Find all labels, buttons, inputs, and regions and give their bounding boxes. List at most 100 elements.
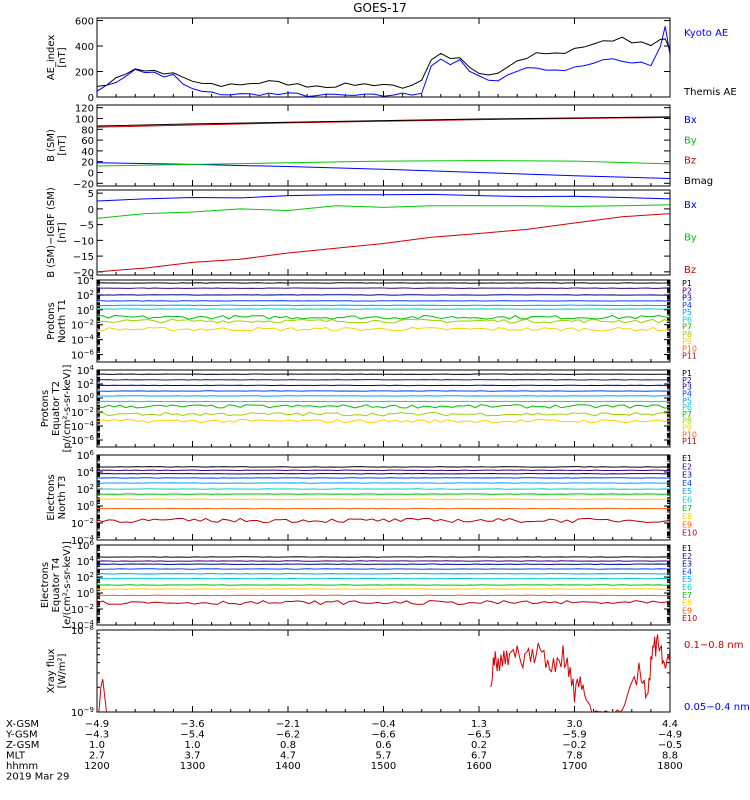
series-line-p8 [97,318,670,324]
footer-cell: 1600 [466,761,491,772]
legend-entry: P11 [682,352,697,361]
series-line-bx [97,193,670,202]
panel-ae: 0 200 400 600 AE_index[nT] Kyoto AE Themis AE [46,17,737,104]
legend-entry: P9 [682,337,692,346]
legend-entry: P11 [682,437,697,446]
legend-entry: Themis AE [683,87,737,98]
plot-area [97,116,670,179]
y-tick-label: 40 [81,147,94,158]
footer-cell: −5.9 [562,730,586,741]
y-tick-label: 0 [88,93,94,104]
y-axis-label: B (SM)[nT] [46,129,68,162]
footer-cell: 3.7 [185,751,201,762]
footer-cell: −4.9 [658,730,682,741]
y-tick-label: 0 [88,205,94,216]
footer-cell: 1.0 [185,740,201,751]
y-axis-label: ElectronsEquator T4[e/(cm²-s-sr-keV)] [40,541,73,629]
footer-cell: 1800 [657,761,682,772]
legend-entry: E7 [682,504,692,513]
footer-row-label: MLT [6,751,26,762]
footer-cell: 5.7 [376,751,392,762]
footer-cell: 1700 [562,761,587,772]
y-tick-label: 104 [77,364,95,377]
legend-entry: P6 [682,403,692,412]
series-line-e10 [97,517,670,524]
footer-cell: −4.9 [85,719,109,730]
footer-cell: 3.0 [567,719,583,730]
legend-entry: P4 [682,301,692,310]
footer-row-label: Y-GSM [5,730,38,741]
legend-entry: Bmag [684,176,713,187]
legend-entry: P10 [682,430,697,439]
series-line-bz [97,213,670,273]
footer-row-label: X-GSM [6,719,39,730]
legend-entry: E5 [682,575,692,584]
legend-entry: E8 [682,599,692,608]
legend-entry: E9 [682,606,692,615]
panel-bigrf: −20 −15 −10 −5 0 5 B (SM)−IGRF (SM)[nT] Bx By Bz [46,187,697,279]
y-axis-label: B (SM)−IGRF (SM)[nT] [46,187,68,278]
legend-entry: E1 [682,544,692,553]
legend-entry: 0.1−0.8 nm [684,640,743,651]
series-line-e10 [97,600,670,606]
footer-cell: −0.5 [658,740,682,751]
plot-title: GOES-17 [353,1,407,15]
y-tick-label: −20 [73,179,94,190]
footer-cell: 4.7 [280,751,296,762]
panel-frame [96,454,671,541]
legend-entry: E2 [682,552,692,561]
legend-entry: E5 [682,487,692,496]
series-line-e6 [97,488,670,490]
footer-cell: 1200 [84,761,109,772]
legend-entry: E10 [682,614,697,623]
legend-entry: P9 [682,424,692,433]
footer-cell: 1300 [180,761,205,772]
legend-entry: E4 [682,567,692,576]
y-tick-label: 10−6 [71,434,95,447]
footer-cell: 8.8 [662,751,678,762]
plot-area [97,466,670,524]
y-tick-label: 60 [81,136,94,147]
series-line-e4 [97,477,670,479]
legend-entry: P2 [682,376,692,385]
plot-area [97,373,670,424]
panel-frame [96,104,671,187]
y-tick-label: 10−6 [71,349,95,362]
y-axis-label: ProtonsNorth T1 [46,299,68,343]
footer-cell: −6.5 [467,730,491,741]
legend-entry: Bx [684,200,697,211]
y-tick-label: 104 [77,274,95,287]
y-tick-label: 80 [81,125,94,136]
series-line-p8 [97,411,670,417]
footer-cell: 2.7 [89,751,105,762]
legend-entry: E10 [682,529,697,538]
footer-cell: 1500 [371,761,396,772]
y-tick-label: 100 [77,304,94,317]
footer-cell: 1.0 [89,740,105,751]
panel-frame [96,189,671,276]
series-line-themis-ae [97,36,670,89]
panel-frame [96,17,671,98]
legend-entry: By [684,135,697,146]
legend-entry: P5 [682,308,692,317]
legend-entry: Kyoto AE [684,28,728,39]
y-tick-label: 100 [75,115,94,126]
y-tick-label: 10−2 [71,603,94,616]
series-line-bmag [97,116,670,127]
y-tick-label: 102 [77,571,94,584]
panel-frame [96,369,671,448]
legend-entry: P7 [682,323,692,332]
series-line-e9 [97,507,670,510]
legend-entry: E6 [682,496,692,505]
y-tick-label: 102 [77,378,94,391]
footer-cell: −2.1 [276,719,300,730]
footer-cell: −6.6 [371,730,395,741]
y-tick-label: 104 [77,555,95,568]
series-line-p7 [97,404,670,409]
y-tick-label: 10−4 [71,420,95,433]
legend-entry: P2 [682,286,692,295]
